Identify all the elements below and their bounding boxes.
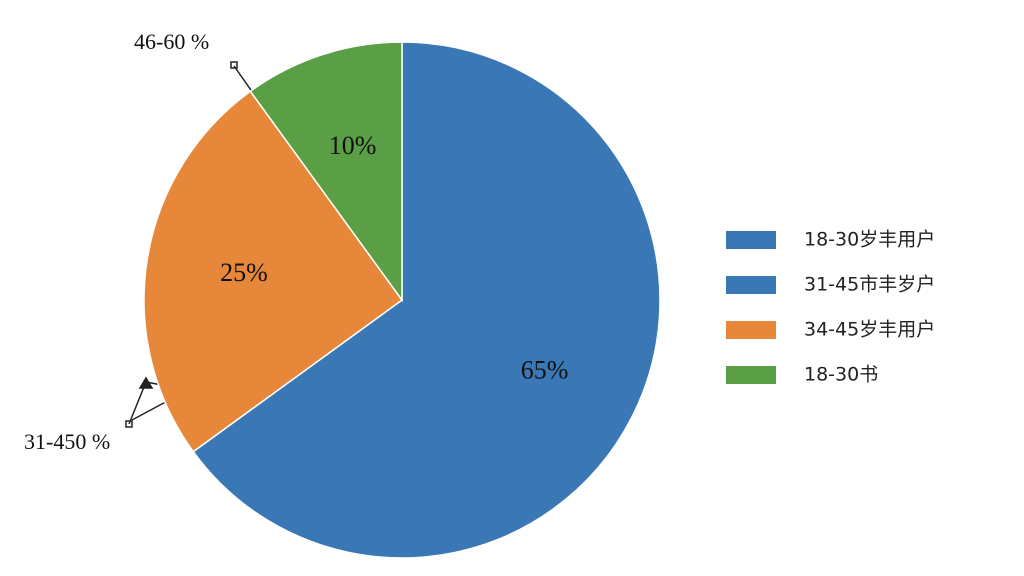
legend: 18-30岁丰用户 31-45市丰岁户 34-45岁丰用户 18-30书 bbox=[726, 229, 935, 386]
pie-slice bbox=[143, 90, 404, 453]
legend-swatch bbox=[726, 321, 776, 339]
annotation: 31-450 % bbox=[24, 429, 110, 454]
legend-label: 18-30书 bbox=[804, 364, 878, 386]
annotation: 46-60 % bbox=[134, 29, 209, 54]
slice-label: 25% bbox=[220, 258, 268, 287]
slice-label: 65% bbox=[521, 356, 569, 385]
legend-swatch bbox=[726, 276, 776, 294]
legend-swatch bbox=[726, 366, 776, 384]
legend-label: 18-30岁丰用户 bbox=[804, 229, 935, 251]
slice-label: 10% bbox=[329, 131, 377, 160]
legend-label: 34-45岁丰用户 bbox=[804, 319, 935, 341]
legend-swatch bbox=[726, 231, 776, 249]
pie-slice bbox=[249, 41, 403, 303]
legend-label: 31-45市丰岁户 bbox=[804, 274, 935, 296]
pie bbox=[143, 41, 661, 559]
pie-slice bbox=[192, 41, 661, 559]
